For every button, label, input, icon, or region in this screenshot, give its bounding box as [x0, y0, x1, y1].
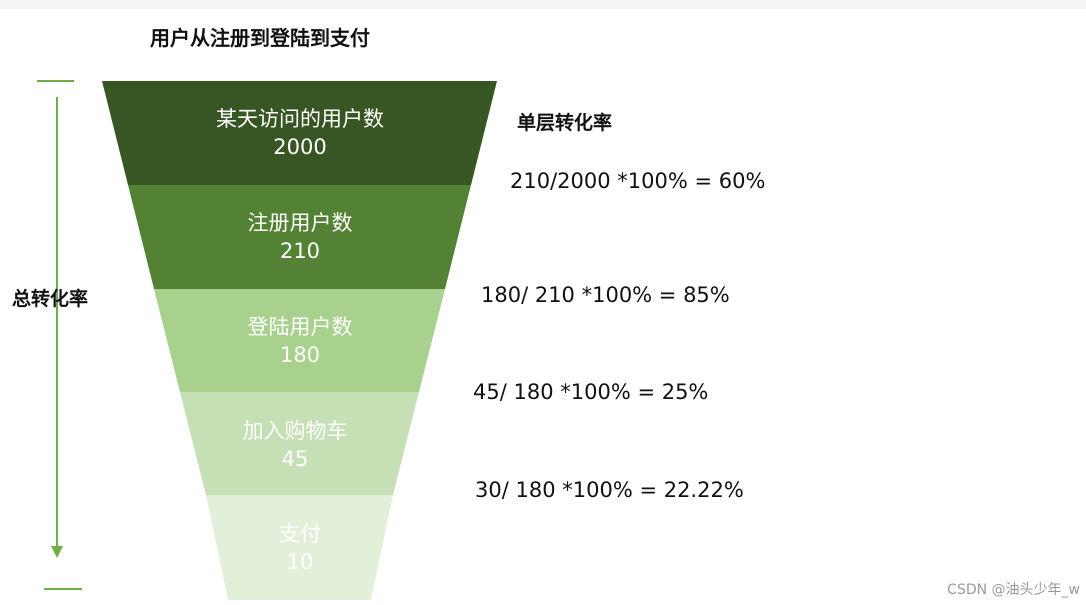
stage-label-add-to-cart: 加入购物车 45 — [165, 417, 425, 473]
step-rate-2: 180/ 210 *100% = 85% — [481, 283, 730, 307]
funnel-band-registered — [128, 185, 471, 289]
stage-name: 加入购物车 — [242, 419, 348, 443]
stage-value: 2000 — [273, 135, 327, 159]
stage-name: 注册用户数 — [247, 211, 353, 235]
funnel-band-logged-in — [154, 289, 445, 392]
total-arrow-head — [51, 546, 63, 558]
step-rate-1: 210/2000 *100% = 60% — [510, 169, 766, 193]
stage-label-registered: 注册用户数 210 — [170, 209, 430, 265]
diagram-title: 用户从注册到登陆到支付 — [150, 26, 370, 50]
total-conversion-label: 总转化率 — [12, 288, 89, 310]
watermark: CSDN @油头少年_w — [947, 582, 1080, 598]
step-rate-3: 45/ 180 *100% = 25% — [473, 380, 709, 404]
stage-value: 210 — [279, 239, 321, 263]
stage-label-visits: 某天访问的用户数 2000 — [170, 105, 430, 161]
stage-label-logged-in: 登陆用户数 180 — [170, 313, 430, 369]
stage-label-paid: 支付 10 — [170, 520, 430, 576]
funnel-band-add-to-cart — [180, 392, 419, 495]
step-rate-4: 30/ 180 *100% = 22.22% — [475, 478, 744, 502]
stage-name: 支付 — [279, 522, 321, 546]
funnel-band-visits — [102, 81, 497, 185]
stage-name: 登陆用户数 — [247, 315, 353, 339]
stage-value: 45 — [281, 447, 309, 471]
stage-value: 180 — [279, 343, 321, 367]
top-strip — [0, 0, 1086, 9]
funnel-band-paid — [206, 495, 393, 600]
stage-name: 某天访问的用户数 — [216, 107, 384, 131]
step-rate-title: 单层转化率 — [517, 112, 613, 134]
stage-value: 10 — [286, 550, 314, 574]
